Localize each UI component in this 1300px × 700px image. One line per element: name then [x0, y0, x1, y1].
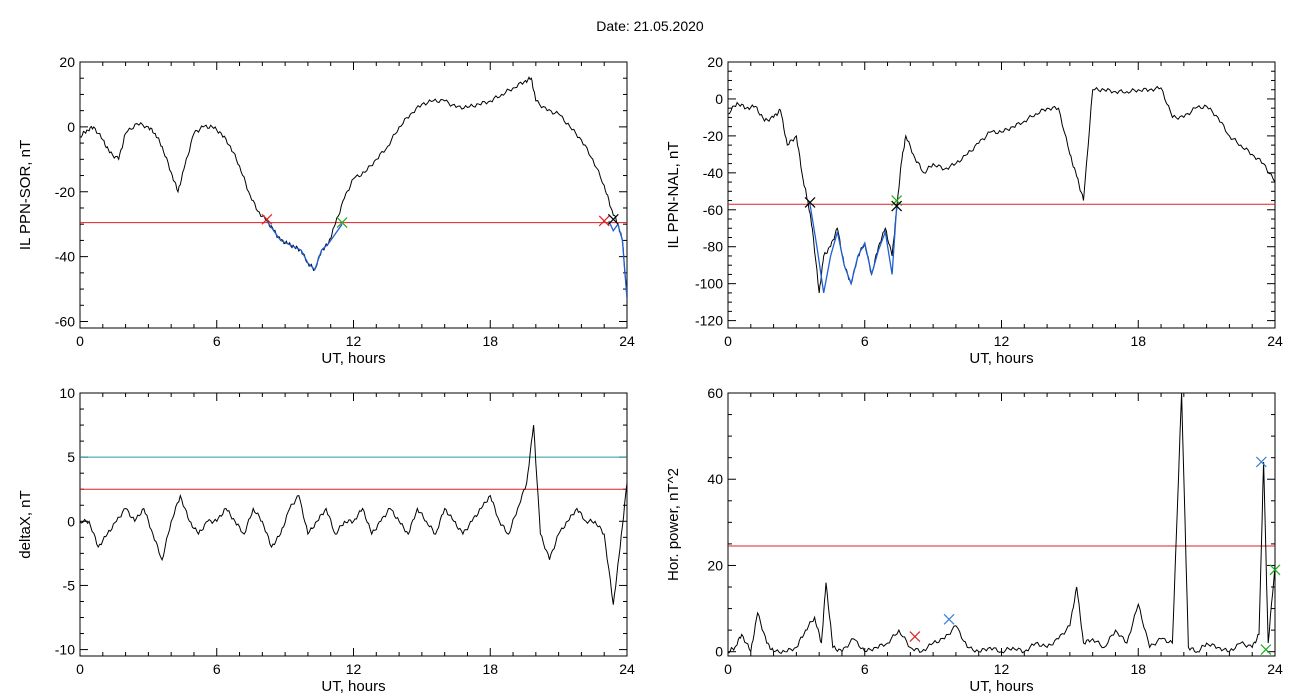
x-tick-label: 12 [346, 333, 362, 349]
x-marker [336, 217, 348, 228]
x-tick-label: 12 [346, 661, 362, 677]
y-tick-label: -20 [703, 128, 723, 144]
x-marker-stroke [261, 213, 273, 225]
x-marker-stroke [909, 631, 921, 643]
x-marker-stroke [1260, 644, 1272, 655]
y-tick-label: 0 [67, 119, 75, 135]
x-marker-stroke [804, 196, 816, 208]
page-title: Date: 21.05.2020 [596, 18, 704, 34]
x-marker [261, 213, 273, 225]
x-tick-label: 12 [994, 333, 1010, 349]
y-tick-label: -20 [55, 184, 75, 200]
highlight-segment [608, 220, 627, 299]
x-tick-label: 24 [619, 333, 635, 349]
y-tick-label: 0 [67, 513, 75, 529]
y-tick-label: 20 [707, 54, 723, 70]
y-axis-label: deltaX, nT [17, 490, 34, 558]
x-marker-stroke [1269, 564, 1281, 576]
x-tick-label: 6 [861, 333, 869, 349]
y-axis-label: IL PPN-SOR, nT [17, 140, 34, 250]
plot-frame [79, 392, 628, 657]
x-tick-label: 18 [1130, 333, 1146, 349]
y-tick-label: -60 [55, 314, 75, 330]
highlight-segment [266, 220, 343, 271]
x-marker-stroke [598, 215, 610, 227]
x-axis-label: UT, hours [969, 350, 1033, 367]
y-axis-label: Hor. power, nT^2 [665, 468, 682, 581]
plot-area [80, 425, 627, 605]
y-tick-label: -80 [703, 239, 723, 255]
y-tick-label: -40 [703, 165, 723, 181]
y-tick-label: -40 [55, 249, 75, 265]
plot-frame [727, 392, 1276, 657]
x-tick-label: 0 [76, 661, 84, 677]
y-tick-label: 0 [715, 91, 723, 107]
y-tick-label: 40 [707, 471, 723, 487]
plot-area [728, 393, 1275, 655]
series-line [728, 85, 1275, 293]
plot-area [728, 85, 1275, 294]
x-marker [1269, 564, 1281, 576]
x-marker [804, 196, 816, 208]
x-tick-label: 24 [619, 661, 635, 677]
highlight-segment [809, 204, 898, 294]
chart-il_ppn_nal: 0 6 12 18 24 -120 -100 -80 -60 -40 -20 0 20 UT, hours… [665, 54, 1283, 367]
chart-deltax: 0 6 12 18 24 -10 -5 0 5 10 UT, hours deltaX, nT [17, 385, 635, 695]
y-tick-label: -10 [55, 642, 75, 658]
y-tick-label: 5 [67, 449, 75, 465]
plot-frame [727, 61, 1276, 329]
x-tick-label: 6 [861, 661, 869, 677]
y-tick-label: -120 [695, 313, 723, 329]
x-marker [909, 631, 921, 643]
x-marker [1255, 456, 1267, 468]
x-marker-stroke [1255, 456, 1267, 468]
plot-frame [79, 61, 628, 329]
plot-area [80, 76, 627, 299]
x-axis-label: UT, hours [969, 678, 1033, 695]
x-axis-label: UT, hours [321, 350, 385, 367]
series-line [80, 425, 627, 605]
y-tick-label: 10 [59, 385, 75, 401]
x-tick-label: 6 [213, 333, 221, 349]
x-tick-label: 12 [994, 661, 1010, 677]
x-marker-stroke [607, 213, 619, 225]
x-axis-label: UT, hours [321, 678, 385, 695]
x-marker [891, 195, 903, 206]
x-marker-stroke [891, 195, 903, 206]
chart-hor_power: 0 6 12 18 24 0 20 40 60 UT, hours Hor. power, nT^2 [665, 385, 1283, 695]
x-marker [607, 213, 619, 225]
x-marker-stroke [943, 613, 955, 625]
series-line [728, 393, 1275, 655]
x-tick-label: 24 [1267, 333, 1283, 349]
x-tick-label: 0 [724, 661, 732, 677]
x-marker [598, 215, 610, 227]
x-tick-label: 24 [1267, 661, 1283, 677]
x-tick-label: 18 [482, 661, 498, 677]
y-tick-label: 60 [707, 385, 723, 401]
x-marker [1260, 644, 1272, 655]
chart-il_ppn_sor: 0 6 12 18 24 -60 -40 -20 0 20 UT, hours IL PPN-SOR,… [17, 54, 635, 367]
x-tick-label: 18 [1130, 661, 1146, 677]
x-tick-label: 0 [76, 333, 84, 349]
y-tick-label: 20 [59, 54, 75, 70]
series-line [80, 76, 627, 299]
x-marker [891, 200, 903, 212]
x-tick-label: 6 [213, 661, 221, 677]
y-tick-label: -60 [703, 202, 723, 218]
y-tick-label: 0 [715, 644, 723, 660]
x-marker-stroke [336, 217, 348, 228]
y-tick-label: 20 [707, 557, 723, 573]
x-marker-stroke [891, 200, 903, 212]
x-marker [943, 613, 955, 625]
y-tick-label: -100 [695, 276, 723, 292]
x-tick-label: 0 [724, 333, 732, 349]
y-axis-label: IL PPN-NAL, nT [665, 142, 682, 249]
y-tick-label: -5 [63, 577, 76, 593]
x-tick-label: 18 [482, 333, 498, 349]
